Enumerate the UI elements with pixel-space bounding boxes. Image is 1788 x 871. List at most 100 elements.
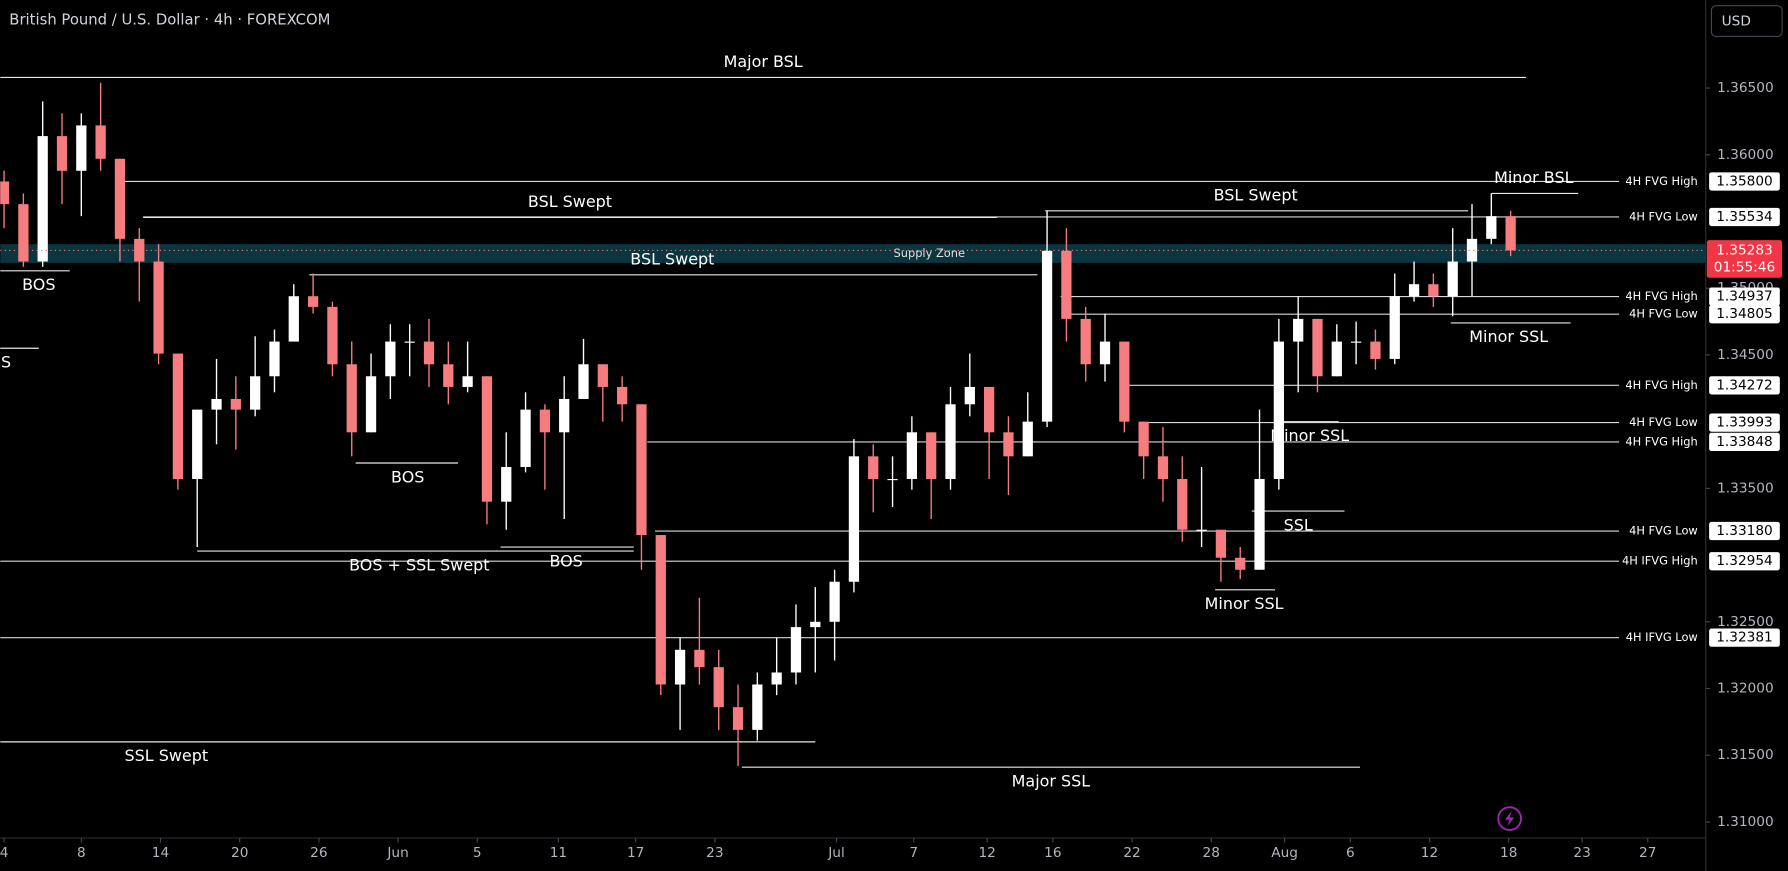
annotation-label: BOS	[0, 353, 11, 372]
level-price-label: 1.34272	[1716, 377, 1773, 393]
x-tick-label: 7	[909, 845, 918, 861]
candle-body	[1428, 284, 1439, 297]
candle-body	[1293, 318, 1304, 342]
supply-zone-label: Supply Zone	[894, 246, 965, 260]
level-price-label: 1.35534	[1716, 209, 1773, 225]
candle-body	[37, 136, 48, 262]
candle-body	[481, 376, 493, 502]
lightning-icon[interactable]	[1497, 806, 1522, 831]
candle-body	[153, 261, 164, 354]
candle-body	[95, 125, 106, 159]
candle-body	[114, 158, 126, 239]
candle-body	[1486, 216, 1497, 239]
candle-body	[1408, 284, 1420, 297]
candle-body	[192, 409, 203, 480]
candle-body	[1215, 529, 1227, 558]
level-price-label: 1.33848	[1716, 434, 1773, 450]
candle-body	[1196, 529, 1207, 531]
x-tick-label: 23	[706, 845, 723, 861]
candle-body	[1138, 421, 1149, 457]
candle-body	[462, 376, 473, 387]
candle-body	[1350, 341, 1362, 343]
annotation-label: Major BSL	[724, 52, 803, 71]
candle-body	[694, 649, 705, 668]
annotation-label: Minor BSL	[1494, 168, 1573, 187]
level-price-box	[1709, 432, 1780, 452]
candle-body	[1466, 238, 1478, 262]
annotation-label: BOS	[22, 275, 55, 294]
currency-label[interactable]: USD	[1722, 14, 1751, 30]
candle-body	[1003, 432, 1014, 457]
x-tick-label: 14	[152, 845, 169, 861]
level-price-label: 1.34805	[1716, 306, 1773, 322]
x-tick-label: 11	[550, 845, 567, 861]
level-price-box	[1709, 376, 1780, 395]
lightning-bolt	[1505, 810, 1515, 827]
candle-body	[1254, 479, 1265, 570]
x-tick-label: 23	[1573, 845, 1590, 861]
level-price-box	[1709, 552, 1780, 571]
level-name: 4H FVG High	[1625, 378, 1697, 392]
level-price-box	[1709, 287, 1780, 306]
level-price-box	[1709, 305, 1780, 324]
candle-body	[1235, 557, 1246, 570]
last-price-box	[1706, 240, 1783, 278]
level-price-label: 1.33180	[1716, 523, 1773, 539]
candle-body	[655, 535, 666, 685]
candle-body	[732, 707, 744, 730]
candle-body	[752, 684, 763, 730]
candle-body	[385, 341, 396, 377]
candle-body	[983, 386, 995, 433]
level-name: 4H FVG Low	[1629, 415, 1698, 429]
last-price-label: 1.35283	[1716, 242, 1773, 258]
countdown: 01:55:46	[1714, 260, 1775, 276]
level-name: 4H FVG High	[1625, 174, 1697, 188]
level-price-box	[1709, 413, 1780, 432]
candle-body	[1041, 250, 1053, 422]
candle-body	[1370, 341, 1381, 359]
candle-body	[346, 364, 357, 433]
candle-body	[1505, 216, 1516, 251]
candle-body	[617, 386, 628, 405]
candle-body	[597, 364, 608, 387]
x-tick-label: 12	[978, 845, 995, 861]
candle-body	[1389, 296, 1400, 359]
candle-body	[404, 341, 415, 343]
candle-body	[1157, 456, 1169, 480]
candle-body	[1099, 341, 1111, 365]
level-name: 4H FVG High	[1625, 289, 1697, 303]
candle-body	[578, 364, 589, 399]
annotation-label: Minor SSL	[1469, 327, 1548, 346]
x-tick-label: Aug	[1271, 845, 1298, 861]
candle-body	[1331, 341, 1342, 377]
candle-body	[211, 398, 222, 410]
annotation-label: BSL Swept	[630, 250, 714, 269]
candle-body	[269, 341, 280, 377]
candle-body	[134, 238, 145, 262]
candle-body	[76, 125, 87, 171]
candle-body	[926, 432, 937, 480]
candle-body	[443, 364, 454, 387]
candle-body	[945, 404, 956, 480]
currency-button[interactable]	[1710, 5, 1783, 38]
candle-body	[559, 398, 570, 433]
level-price-label: 1.33993	[1716, 415, 1773, 431]
candle-body	[1177, 479, 1188, 530]
candle-body	[307, 296, 319, 307]
x-tick-label: Jun	[386, 845, 408, 861]
x-tick-label: 8	[77, 845, 86, 861]
annotation-label: BSL Swept	[528, 192, 612, 211]
annotation-label: BOS	[549, 551, 582, 570]
symbol-title: British Pound / U.S. Dollar · 4h · FOREX…	[9, 12, 330, 29]
y-tick-label: 1.31500	[1717, 747, 1774, 763]
level-price-label: 1.34937	[1716, 289, 1773, 305]
level-name: 4H FVG Low	[1629, 307, 1698, 321]
level-name: 4H FVG Low	[1629, 209, 1698, 223]
y-tick-label: 1.36500	[1717, 80, 1774, 96]
candle-body	[1447, 261, 1458, 297]
candle-body	[501, 467, 512, 502]
annotation-label: BSL Swept	[1214, 185, 1298, 204]
level-price-box	[1709, 172, 1780, 191]
